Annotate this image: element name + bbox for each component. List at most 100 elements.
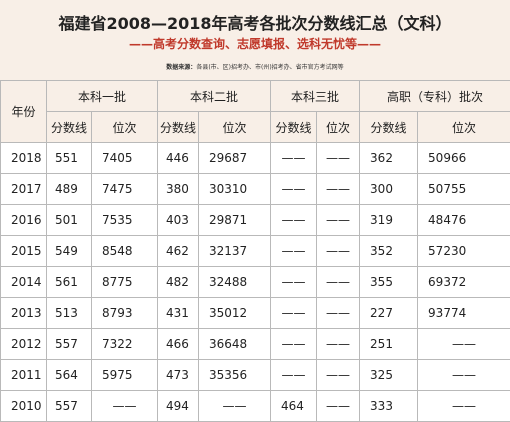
cell-year: 2010	[1, 391, 47, 422]
header-rank: 位次	[92, 112, 158, 143]
cell-gz-score: 352	[360, 236, 418, 267]
header-year: 年份	[1, 81, 47, 143]
cell-b2-score: 462	[158, 236, 199, 267]
cell-b1-score: 513	[47, 298, 92, 329]
header-score: 分数线	[158, 112, 199, 143]
cell-year: 2018	[1, 143, 47, 174]
page-subtitle: ——高考分数查询、志愿填报、选科无忧等——	[0, 35, 510, 52]
cell-b2-score: 380	[158, 174, 199, 205]
cell-b3-rank: ——	[317, 391, 360, 422]
cell-b1-rank: 8548	[92, 236, 158, 267]
cell-b3-rank: ——	[317, 143, 360, 174]
cell-gz-rank: 50966	[418, 143, 510, 174]
cell-b1-score: 551	[47, 143, 92, 174]
cell-gz-rank: 50755	[418, 174, 510, 205]
cell-b1-rank: 8793	[92, 298, 158, 329]
cell-b2-score: 482	[158, 267, 199, 298]
table-row: 2017 489 7475 380 30310 —— —— 300 50755	[1, 174, 510, 205]
cell-gz-score: 227	[360, 298, 418, 329]
cell-b3-rank: ——	[317, 174, 360, 205]
cell-year: 2013	[1, 298, 47, 329]
cell-b2-score: 446	[158, 143, 199, 174]
cell-b2-rank: 35012	[199, 298, 271, 329]
cell-b1-rank: 5975	[92, 360, 158, 391]
cell-gz-rank: 69372	[418, 267, 510, 298]
header-score: 分数线	[360, 112, 418, 143]
cell-b1-rank: ——	[92, 391, 158, 422]
header-group-vocational: 高职（专科）批次	[360, 81, 510, 112]
cell-b2-score: 431	[158, 298, 199, 329]
cell-b3-score: ——	[271, 143, 317, 174]
cell-b1-score: 501	[47, 205, 92, 236]
cell-b2-rank: 32137	[199, 236, 271, 267]
cell-b3-rank: ——	[317, 329, 360, 360]
cell-gz-score: 362	[360, 143, 418, 174]
cell-gz-rank: ——	[418, 329, 510, 360]
cell-b2-score: 494	[158, 391, 199, 422]
cell-gz-rank: ——	[418, 360, 510, 391]
table-row: 2016 501 7535 403 29871 —— —— 319 48476	[1, 205, 510, 236]
header-banner: 福建省2008—2018年高考各批次分数线汇总（文科） ——高考分数查询、志愿填…	[0, 0, 510, 80]
data-source-label: 数据来源：	[166, 64, 196, 71]
cell-b2-rank: 29687	[199, 143, 271, 174]
table-row: 2013 513 8793 431 35012 —— —— 227 93774	[1, 298, 510, 329]
cell-b3-rank: ——	[317, 236, 360, 267]
cell-b1-rank: 7405	[92, 143, 158, 174]
header-rank: 位次	[418, 112, 510, 143]
header-rank: 位次	[199, 112, 271, 143]
cell-year: 2011	[1, 360, 47, 391]
cell-b2-rank: 32488	[199, 267, 271, 298]
header-score: 分数线	[271, 112, 317, 143]
cell-b3-score: 464	[271, 391, 317, 422]
cell-b3-rank: ——	[317, 298, 360, 329]
cell-b1-rank: 8775	[92, 267, 158, 298]
cell-b3-score: ——	[271, 360, 317, 391]
cell-b3-rank: ——	[317, 360, 360, 391]
cell-gz-score: 333	[360, 391, 418, 422]
cell-b3-rank: ——	[317, 205, 360, 236]
header-group-batch1: 本科一批	[47, 81, 158, 112]
cell-b1-score: 561	[47, 267, 92, 298]
score-table: 年份 本科一批 本科二批 本科三批 高职（专科）批次 分数线 位次 分数线 位次…	[0, 80, 510, 422]
cell-b2-score: 403	[158, 205, 199, 236]
cell-b2-rank: ——	[199, 391, 271, 422]
table-row: 2011 564 5975 473 35356 —— —— 325 ——	[1, 360, 510, 391]
cell-b3-score: ——	[271, 236, 317, 267]
cell-b3-score: ——	[271, 205, 317, 236]
cell-gz-score: 355	[360, 267, 418, 298]
header-group-batch2: 本科二批	[158, 81, 271, 112]
cell-year: 2016	[1, 205, 47, 236]
cell-year: 2014	[1, 267, 47, 298]
cell-year: 2017	[1, 174, 47, 205]
header-rank: 位次	[317, 112, 360, 143]
header-score: 分数线	[47, 112, 92, 143]
cell-b3-score: ——	[271, 298, 317, 329]
page-title: 福建省2008—2018年高考各批次分数线汇总（文科）	[0, 10, 510, 34]
cell-gz-rank: ——	[418, 391, 510, 422]
cell-gz-rank: 48476	[418, 205, 510, 236]
cell-gz-score: 300	[360, 174, 418, 205]
cell-b1-score: 489	[47, 174, 92, 205]
cell-b3-score: ——	[271, 329, 317, 360]
cell-b2-rank: 36648	[199, 329, 271, 360]
cell-b3-rank: ——	[317, 267, 360, 298]
cell-b1-score: 557	[47, 391, 92, 422]
data-source-text: 各县(市、区)招考办、市(州)招考办、省市官方考试网等	[196, 64, 343, 71]
cell-b1-score: 549	[47, 236, 92, 267]
cell-gz-score: 319	[360, 205, 418, 236]
data-source: 数据来源：各县(市、区)招考办、市(州)招考办、省市官方考试网等	[0, 62, 510, 71]
cell-b1-rank: 7475	[92, 174, 158, 205]
cell-b2-rank: 35356	[199, 360, 271, 391]
table-row: 2014 561 8775 482 32488 —— —— 355 69372	[1, 267, 510, 298]
cell-year: 2012	[1, 329, 47, 360]
cell-b2-score: 473	[158, 360, 199, 391]
cell-b2-rank: 30310	[199, 174, 271, 205]
cell-b1-score: 557	[47, 329, 92, 360]
header-group-batch3: 本科三批	[271, 81, 360, 112]
cell-gz-score: 251	[360, 329, 418, 360]
table-row: 2010 557 —— 494 —— 464 —— 333 ——	[1, 391, 510, 422]
table-row: 2012 557 7322 466 36648 —— —— 251 ——	[1, 329, 510, 360]
cell-b2-score: 466	[158, 329, 199, 360]
table-row: 2015 549 8548 462 32137 —— —— 352 57230	[1, 236, 510, 267]
cell-b3-score: ——	[271, 174, 317, 205]
